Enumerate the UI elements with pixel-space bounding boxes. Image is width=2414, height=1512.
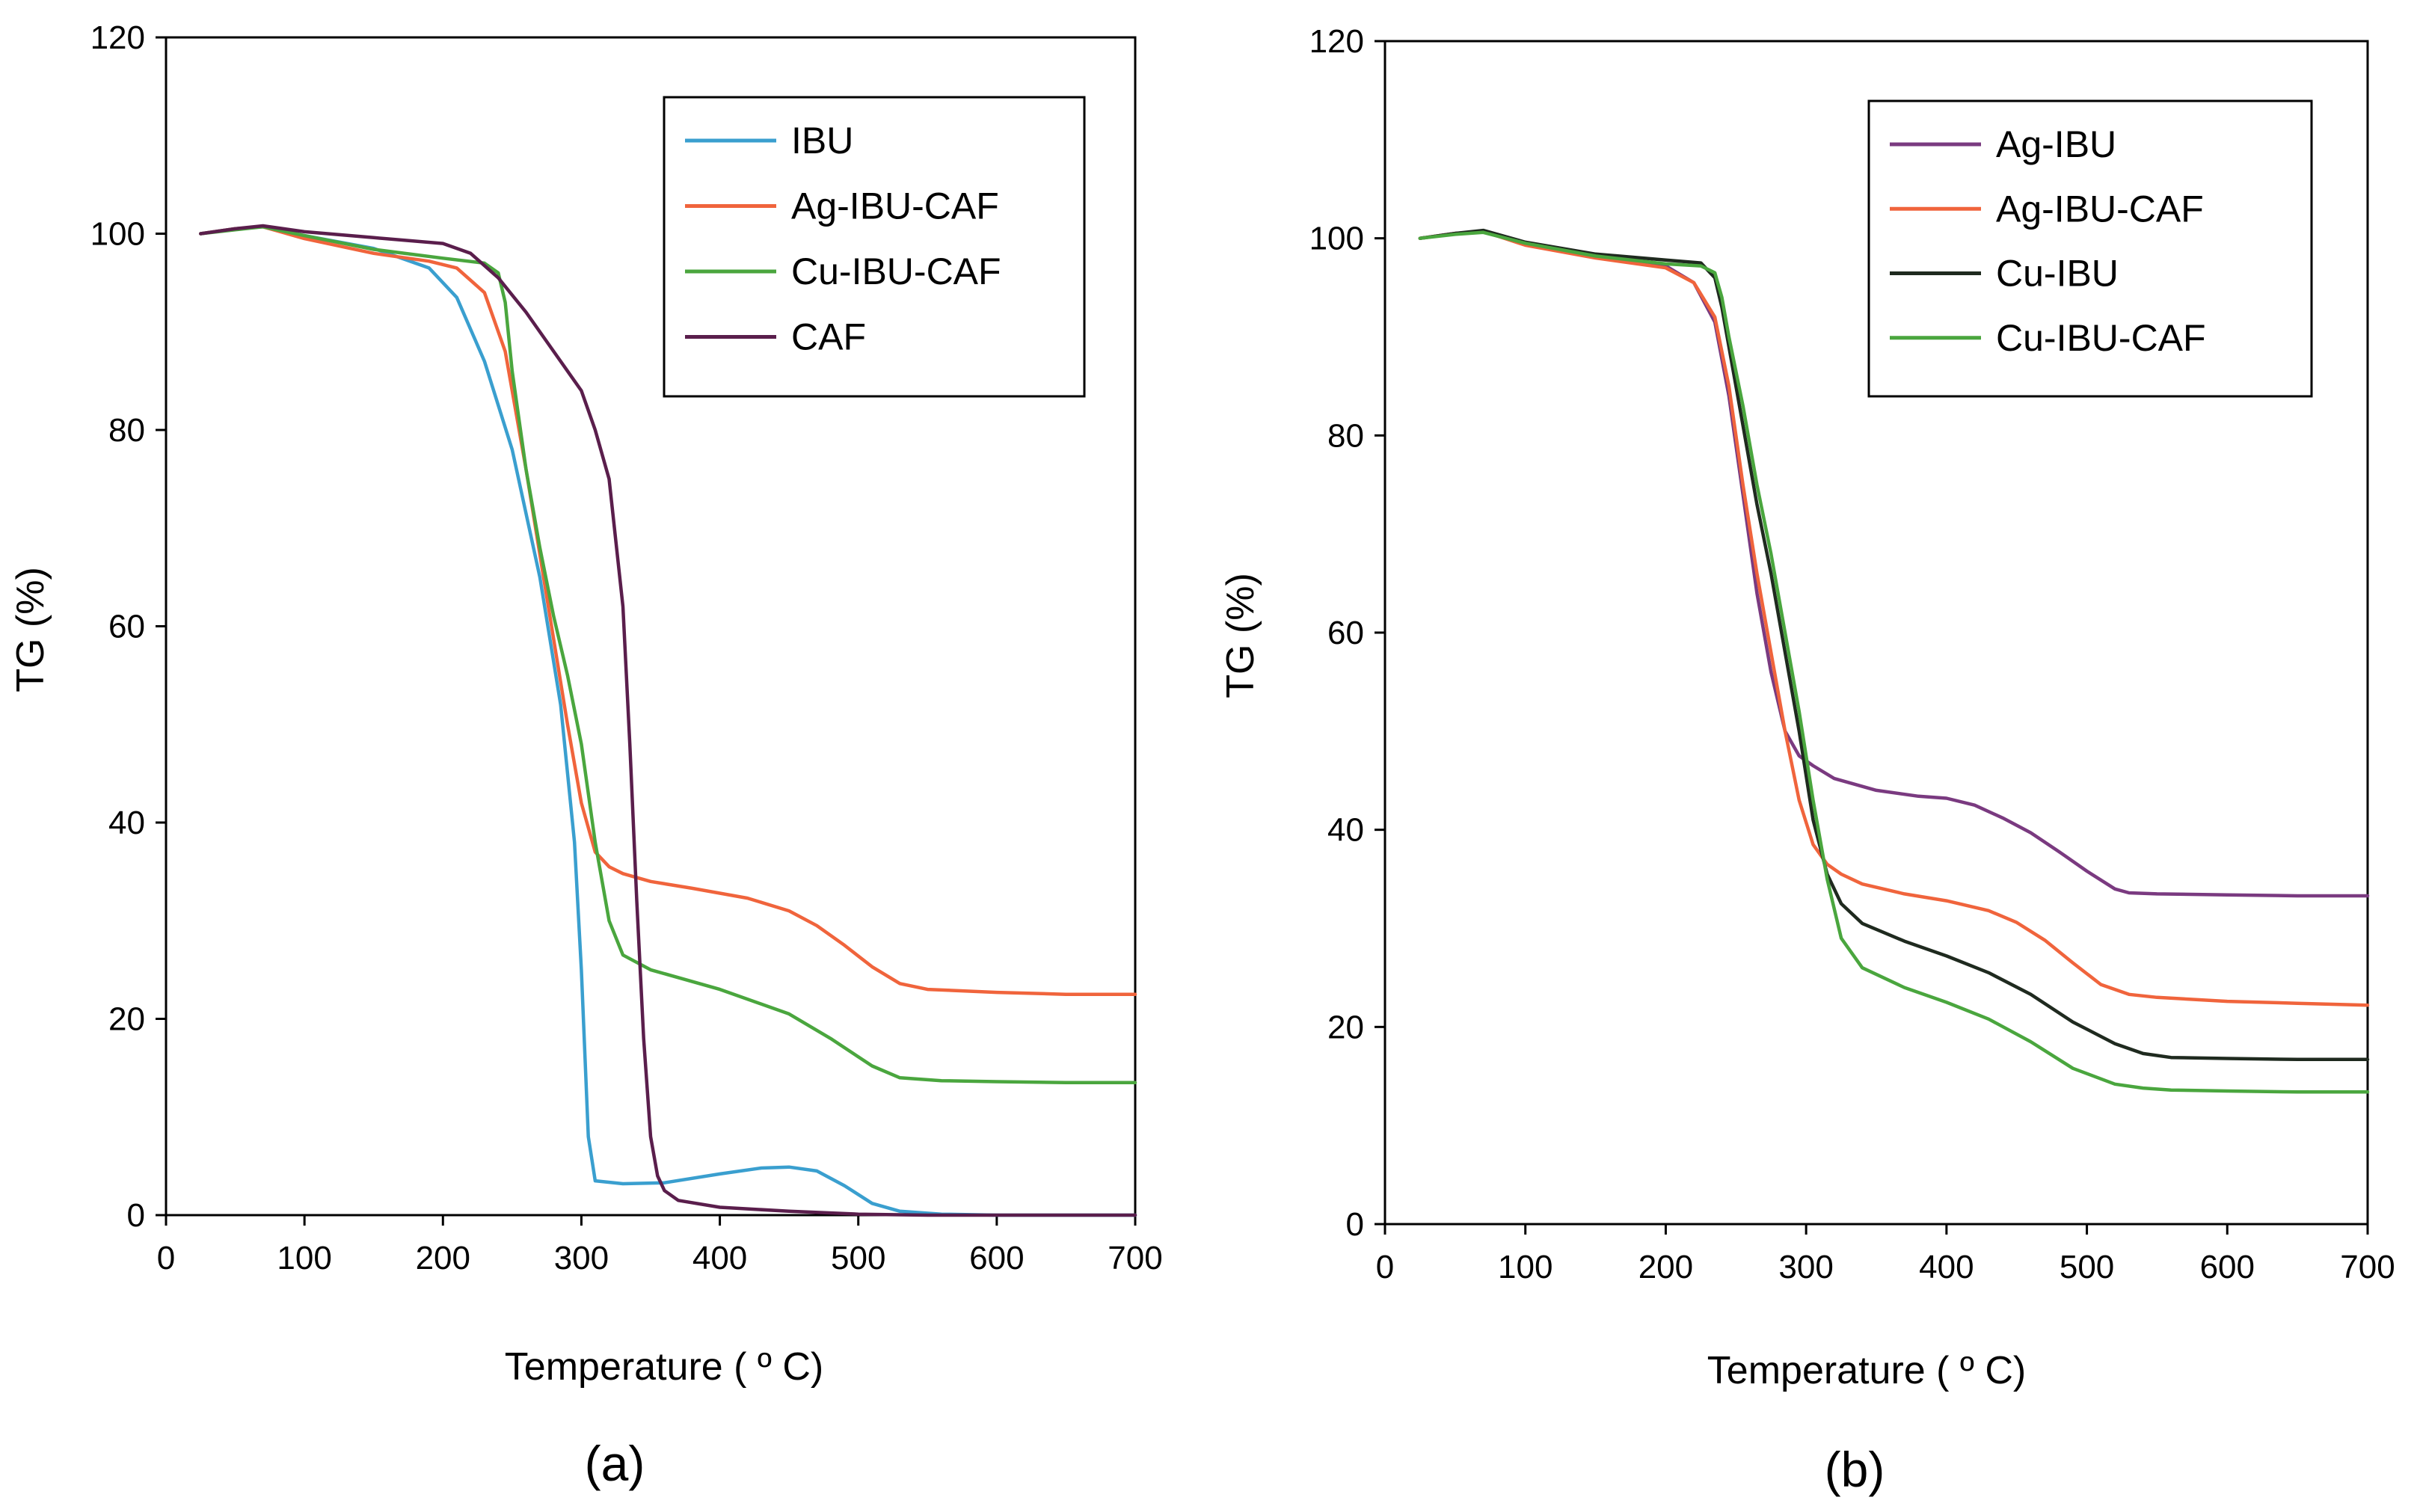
series-line-ag-ibu-caf [1418, 230, 2370, 1007]
x-tick-label: 0 [1376, 1249, 1394, 1285]
x-tick-label: 700 [1108, 1240, 1162, 1276]
legend-label: Ag-IBU-CAF [791, 185, 999, 227]
legend-label: Cu-IBU [1996, 253, 2119, 295]
y-tick-label: 60 [1327, 615, 1364, 651]
x-axis-title: Temperature ( º C) [1707, 1349, 2026, 1392]
legend-box [1867, 99, 2313, 398]
x-tick-label: 500 [831, 1240, 885, 1276]
series-line-caf [199, 224, 1137, 1217]
y-tick-label: 60 [108, 609, 145, 645]
y-tick-label: 100 [1309, 221, 1364, 257]
y-tick-label: 80 [1327, 417, 1364, 454]
legend-box [663, 96, 1086, 398]
x-tick-label: 100 [1498, 1249, 1552, 1285]
y-tick-label: 120 [90, 19, 145, 56]
y-tick-label: 120 [1309, 23, 1364, 60]
series-line-ag-ibu-caf [199, 225, 1137, 996]
x-tick-label: 300 [554, 1240, 609, 1276]
panel-label: (b) [1825, 1442, 1885, 1497]
tg-chart-a: 0 100 200 300 400 500 600 700 0 20 40 60 80 100 120 IBU… [9, 19, 1163, 1491]
x-tick-label: 100 [277, 1240, 331, 1276]
legend-label: CAF [791, 316, 866, 358]
x-tick-label: 400 [692, 1240, 747, 1276]
x-tick-label: 600 [969, 1240, 1024, 1276]
series-line-cu-ibu-caf [199, 225, 1137, 1085]
series-line-cu-ibu [1418, 228, 2370, 1062]
x-tick-label: 200 [416, 1240, 470, 1276]
y-tick-label: 0 [127, 1197, 145, 1234]
y-tick-label: 40 [108, 805, 145, 841]
x-tick-label: 400 [1919, 1249, 1974, 1285]
legend-label: Cu-IBU-CAF [1996, 317, 2206, 359]
legend-label: Ag-IBU-CAF [1996, 188, 2204, 230]
x-tick-label: 0 [157, 1240, 175, 1276]
y-tick-label: 20 [108, 1001, 145, 1038]
y-tick-label: 0 [1346, 1206, 1364, 1243]
x-tick-label: 200 [1638, 1249, 1693, 1285]
tg-chart-b: 0 100 200 300 400 500 600 700 0 20 40 60 80 100 120 Ag-… [1219, 23, 2395, 1497]
x-tick-label: 500 [2060, 1249, 2114, 1285]
y-tick-label: 80 [108, 412, 145, 449]
x-tick-label: 600 [2200, 1249, 2255, 1285]
y-tick-label: 40 [1327, 812, 1364, 849]
x-axis-title: Temperature ( º C) [505, 1345, 823, 1389]
panel-label: (a) [585, 1436, 645, 1491]
legend-label: Cu-IBU-CAF [791, 251, 1001, 292]
y-tick-label: 100 [90, 216, 145, 253]
chart-panel-b: 0 100 200 300 400 500 600 700 0 20 40 60 80 100 120 Ag-… [1207, 0, 2414, 1512]
legend-label: IBU [791, 120, 853, 162]
y-tick-label: 20 [1327, 1009, 1364, 1045]
y-axis-title: TG (%) [1219, 573, 1262, 698]
chart-panel-a: 0 100 200 300 400 500 600 700 0 20 40 60 80 100 120 IBU… [9, 19, 1163, 1491]
legend-label: Ag-IBU [1996, 123, 2116, 165]
series-line-cu-ibu-caf [1418, 230, 2370, 1094]
x-tick-label: 700 [2340, 1249, 2395, 1285]
x-tick-label: 300 [1778, 1249, 1833, 1285]
y-axis-title: TG (%) [9, 567, 52, 692]
